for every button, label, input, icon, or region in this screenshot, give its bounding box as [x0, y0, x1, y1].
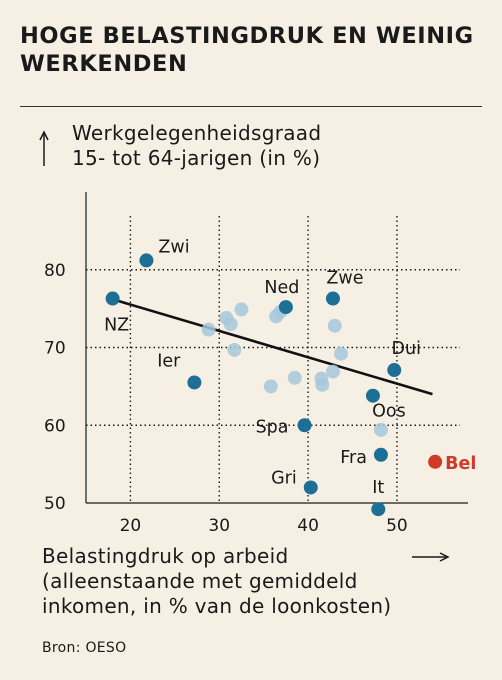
- data-point-zwi: [139, 253, 154, 268]
- y-axis-label-line-2: 15- tot 64-jarigen (in %): [72, 146, 321, 170]
- y-tick-label-60: 60: [44, 416, 66, 436]
- point-label-zwe: Zwe: [326, 269, 363, 289]
- x-axis-label-line-3: inkomen, in % van de loonkosten): [42, 594, 392, 618]
- point-label-dui: Dui: [392, 339, 421, 359]
- data-point-fra: [373, 447, 388, 462]
- data-point-unlabeled-1: [201, 322, 216, 337]
- point-label-it: It: [372, 478, 384, 498]
- data-point-oos: [365, 388, 380, 403]
- chart-title: HOGE BELASTINGDRUK EN WEINIG WERKENDEN: [20, 23, 474, 77]
- y-axis-label-line-1: Werkgelegenheidsgraad: [72, 121, 322, 145]
- x-tick-label-40: 40: [297, 516, 319, 536]
- y-tick-label-70: 70: [44, 339, 66, 359]
- data-point-unlabeled-5: [227, 342, 242, 357]
- y-axis-arrow-head: [39, 130, 49, 141]
- data-point-unlabeled-8: [327, 318, 342, 333]
- x-axis-label-line-2: (alleenstaande met gemiddeld: [42, 569, 358, 593]
- x-axis-arrow-head: [439, 552, 450, 562]
- y-tick-label-50: 50: [44, 494, 66, 514]
- x-tick-label-30: 30: [208, 516, 230, 536]
- data-point-unlabeled-4: [234, 302, 249, 317]
- point-label-oos: Oos: [372, 402, 406, 422]
- data-point-nz: [105, 291, 120, 306]
- data-point-unlabeled-10: [325, 364, 340, 379]
- data-point-unlabeled-12: [315, 377, 330, 392]
- x-tick-label-20: 20: [120, 516, 142, 536]
- data-point-unlabeled-13: [287, 370, 302, 385]
- point-label-ned: Ned: [264, 278, 299, 298]
- data-point-ned: [278, 300, 293, 315]
- x-axis-label: Belastingdruk op arbeid (alleenstaande m…: [42, 544, 482, 619]
- data-point-it: [371, 502, 386, 517]
- y-axis-label: Werkgelegenheidsgraad 15- tot 64-jarigen…: [72, 121, 472, 171]
- point-label-bel: Bel: [445, 454, 476, 474]
- data-point-unlabeled-9: [333, 346, 348, 361]
- x-tick-label-50: 50: [386, 516, 408, 536]
- title-rule: [20, 106, 482, 107]
- point-label-zwi: Zwi: [158, 237, 189, 257]
- point-label-spa: Spa: [256, 417, 289, 437]
- data-point-spa: [297, 418, 312, 433]
- data-point-unlabeled-3: [223, 317, 238, 332]
- data-point-dui: [387, 363, 402, 378]
- point-label-gri: Gri: [271, 468, 297, 488]
- x-axis-label-line-1: Belastingdruk op arbeid: [42, 544, 289, 568]
- point-label-fra: Fra: [340, 448, 367, 468]
- data-point-ier: [187, 375, 202, 390]
- source-note: Bron: OESO: [42, 640, 127, 656]
- data-point-unlabeled-15: [373, 422, 388, 437]
- data-point-bel: [428, 454, 443, 469]
- y-tick-label-80: 80: [44, 261, 66, 281]
- data-point-gri: [303, 480, 318, 495]
- data-point-zwe: [325, 291, 340, 306]
- point-label-ier: Ier: [157, 351, 181, 371]
- trend-line: [112, 298, 433, 396]
- data-point-unlabeled-14: [263, 379, 278, 394]
- point-label-nz: NZ: [104, 316, 129, 336]
